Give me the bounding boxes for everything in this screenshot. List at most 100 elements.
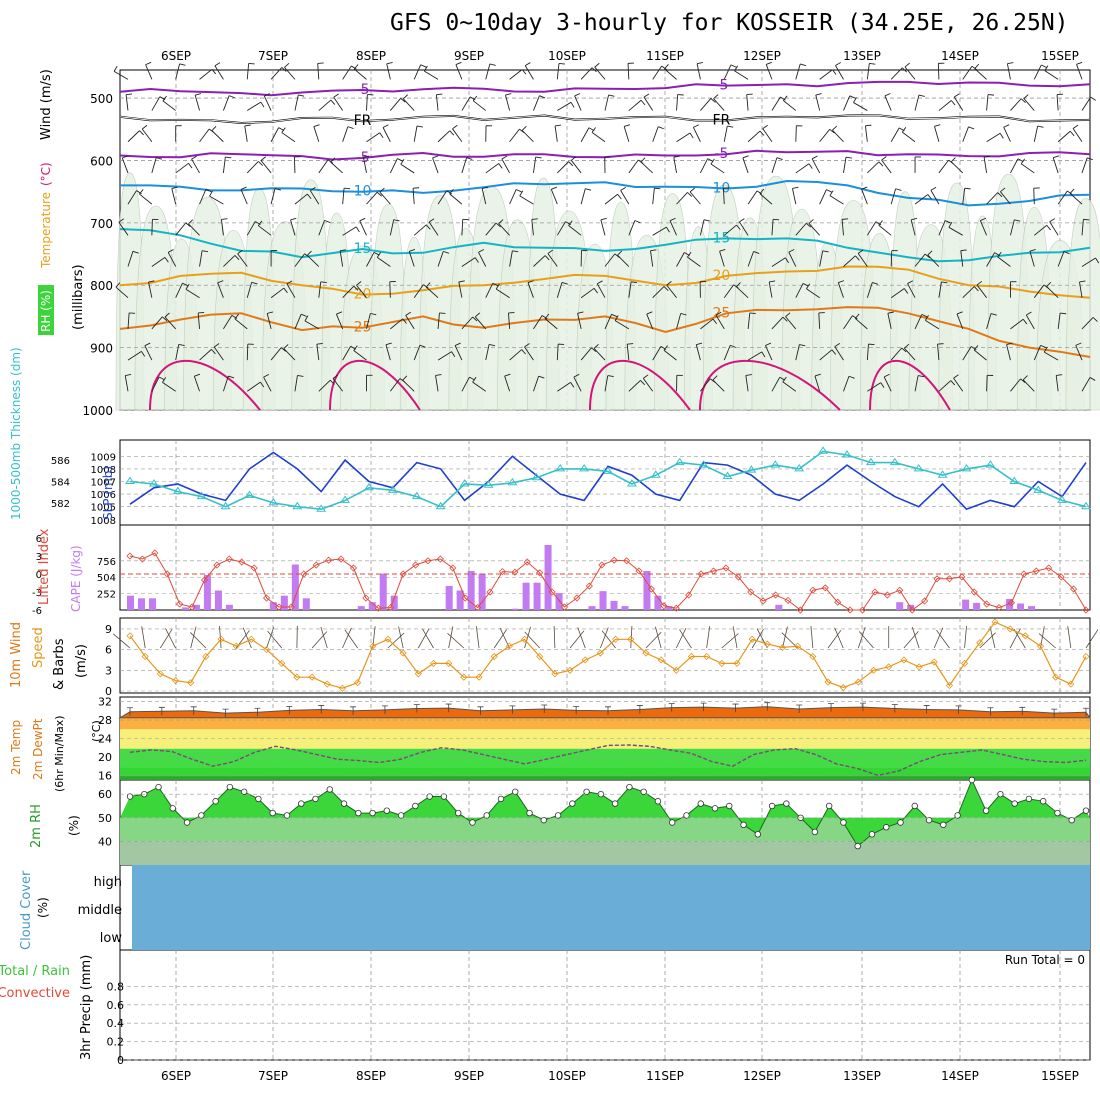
wind-barb-flag: [571, 156, 577, 161]
wind-barb: [342, 226, 357, 236]
convective-label: Convective: [0, 986, 70, 1001]
series-line-thickness: [129, 450, 1087, 511]
wind-barb: [979, 220, 988, 236]
wind-barb: [593, 348, 606, 361]
lifted-marker: [511, 568, 519, 576]
surface-wind-barb: [524, 626, 531, 649]
wind-barb: [604, 193, 618, 205]
wind-barb: [788, 251, 797, 267]
wind-barb: [533, 376, 540, 392]
lifted-tick-label: 6: [36, 534, 42, 545]
wind-marker: [778, 643, 787, 652]
wind-barb: [113, 70, 129, 80]
wind-barb-flag: [515, 189, 522, 193]
thickness-marker: [292, 501, 303, 510]
wind-barb: [819, 69, 833, 80]
wind-barb-flag: [115, 282, 121, 288]
wind-barb-flag: [162, 95, 167, 102]
wind-barb: [570, 160, 582, 174]
wind-barb: [902, 131, 916, 143]
wind-barb-flag: [1029, 249, 1036, 252]
wind-barb: [246, 63, 250, 80]
wind-barb: [400, 163, 415, 174]
temp-error-bar: [190, 706, 197, 715]
wind-barb-flag: [1006, 342, 1013, 346]
wind-barb-flag: [544, 313, 550, 319]
surface-wind-barb: [751, 628, 764, 649]
wind-marker: [930, 658, 938, 666]
lifted-marker: [275, 603, 283, 611]
rh-marker: [868, 831, 876, 838]
cape-bar: [643, 571, 651, 610]
wind-barb-flag: [666, 281, 672, 286]
wind-barb-flag: [125, 374, 132, 376]
wind-barb: [437, 190, 448, 205]
wind-barb: [223, 255, 236, 267]
wind-marker: [1021, 632, 1029, 640]
lifted-marker: [325, 556, 333, 564]
wind-barb-flag: [611, 313, 618, 318]
wind-barb: [432, 157, 439, 174]
wind-barb-flag: [278, 127, 285, 131]
surface-wind-barb: [655, 626, 662, 649]
precip-tick-label: 0.4: [107, 1017, 125, 1030]
wind-marker: [551, 670, 559, 678]
wind-barb-flag: [531, 218, 538, 220]
wind-barb-flag: [201, 250, 209, 253]
wind-barb: [139, 193, 153, 205]
wind-barb: [353, 350, 367, 361]
temp-band: [120, 717, 1090, 730]
wind-barb: [938, 100, 952, 111]
thickness-marker: [364, 482, 374, 491]
wind-barb-flag: [607, 375, 614, 378]
rh-marker: [440, 793, 448, 800]
wind-barb: [652, 286, 665, 299]
wind-barb: [556, 63, 560, 80]
wind-barb: [937, 344, 940, 361]
lifted-marker: [772, 591, 780, 599]
wind-barb-flag: [960, 249, 967, 252]
wind-barb-flag: [783, 95, 788, 101]
wind-barb: [962, 65, 973, 80]
wind-barb: [294, 375, 298, 392]
wind-barb-flag: [806, 222, 812, 228]
wind-barb-flag: [880, 382, 885, 388]
wind-barb: [309, 190, 320, 205]
wind-barb: [696, 63, 701, 80]
temp-error-bar: [828, 703, 835, 712]
wind-barb: [890, 288, 905, 299]
wind-marker: [718, 659, 726, 667]
lifted-marker: [188, 603, 196, 611]
lifted-marker: [498, 568, 507, 576]
wind-barb: [270, 287, 285, 299]
wind-barb: [664, 68, 677, 80]
wind-barb-flag: [555, 124, 562, 127]
surface-wind-barb: [1067, 626, 1072, 649]
wind-barb: [986, 94, 989, 111]
rh-marker: [982, 807, 990, 814]
wind-barb-flag: [521, 349, 526, 355]
lifted-marker: [349, 564, 358, 572]
wind-barb: [914, 253, 926, 267]
surface-wind-barb: [1013, 628, 1026, 649]
wind-barb-flag: [658, 126, 664, 130]
wind-barb: [413, 125, 418, 142]
dew2m-axis-label: 2m DewPt: [31, 718, 45, 780]
lifted-marker: [411, 561, 420, 569]
surface-wind-barb: [675, 628, 687, 649]
wind-barb: [1081, 157, 1088, 174]
wind-tick-label: 6: [105, 644, 112, 657]
temp-error-bar: [636, 705, 643, 714]
wind-barb: [604, 375, 609, 392]
cape-bar: [214, 590, 222, 610]
wind-barb: [1072, 128, 1083, 142]
wind-barb: [151, 157, 157, 174]
speed-axis-label: Speed: [31, 627, 46, 668]
wind-barb-flag: [298, 94, 305, 97]
wind-barb-flag: [281, 67, 287, 72]
wind-barb: [887, 313, 892, 329]
wind-barb-flag: [162, 316, 168, 322]
wind-barb: [700, 378, 711, 392]
wind-barb-flag: [1056, 374, 1063, 376]
contour-label: -5: [714, 78, 728, 94]
